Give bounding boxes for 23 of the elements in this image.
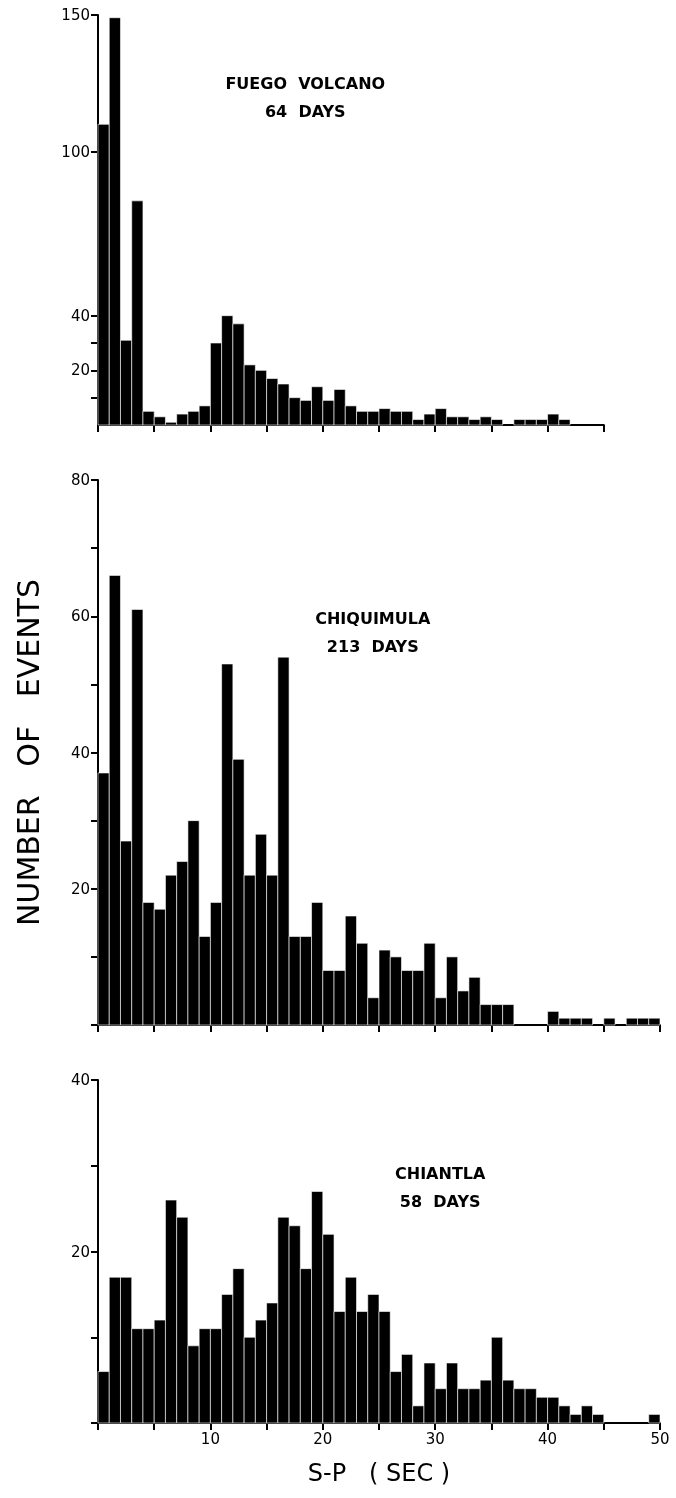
y-tick-label: 40 <box>70 743 90 762</box>
y-tick-label: 20 <box>70 879 90 898</box>
x-tick-label: 30 <box>425 1429 445 1448</box>
y-tick-label: 100 <box>61 142 90 161</box>
text: 213 DAYS <box>326 636 419 656</box>
text: FUEGO VOLCANO <box>225 73 386 93</box>
y-tick-label: 80 <box>70 471 90 489</box>
x-tick-label: 10 <box>200 1429 220 1448</box>
text: CHIQUIMULA <box>315 608 431 628</box>
y-tick-label: 150 <box>61 6 90 24</box>
x-axis-title: S-P ( SEC ) <box>307 1459 451 1487</box>
y-tick-label: 40 <box>70 306 90 325</box>
y-tick-label: 20 <box>70 361 90 380</box>
x-tick-label: 50 <box>650 1429 670 1448</box>
x-tick-label: 20 <box>313 1429 333 1448</box>
text: 64 DAYS <box>264 101 346 121</box>
x-tick-label: 40 <box>538 1429 558 1448</box>
y-tick-label: 40 <box>70 1071 90 1089</box>
y-axis-title: NUMBER OF EVENTS <box>10 579 46 926</box>
y-tick-label: 20 <box>70 1242 90 1261</box>
y-tick-label: 60 <box>70 607 90 626</box>
text: 58 DAYS <box>399 1191 481 1211</box>
text: CHIANTLA <box>395 1163 486 1183</box>
